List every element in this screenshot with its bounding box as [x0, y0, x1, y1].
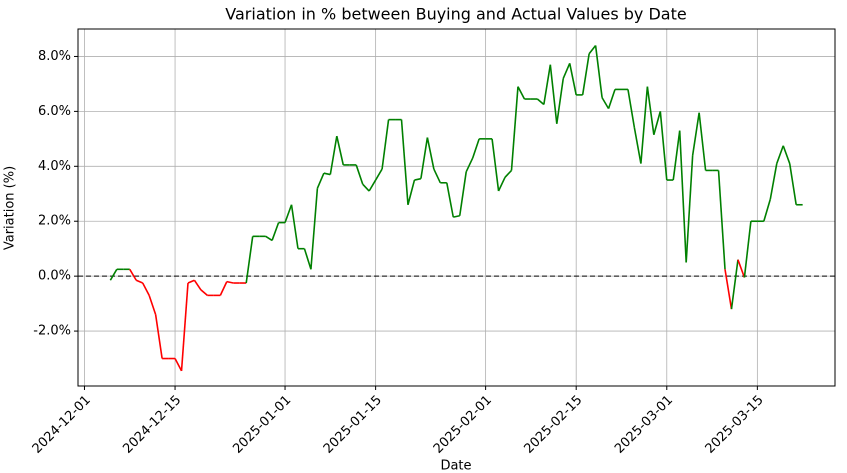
- line-segment: [782, 145, 791, 164]
- line-segment: [284, 204, 293, 223]
- line-segment: [491, 138, 500, 192]
- x-tick-label: 2025-01-01: [230, 393, 294, 457]
- y-tick-label: -2.0%: [33, 324, 71, 339]
- line-segment: [465, 157, 474, 173]
- line-segment: [141, 282, 150, 296]
- y-axis-label: Variation (%): [3, 166, 18, 250]
- line-segment: [446, 182, 455, 218]
- y-tick-label: 8.0%: [38, 49, 71, 64]
- line-segment: [730, 259, 739, 310]
- x-axis-label: Date: [440, 459, 471, 473]
- line-segment: [355, 164, 364, 185]
- line-segment: [640, 86, 649, 164]
- x-tick-label: 2024-12-15: [120, 393, 184, 457]
- line-segment: [743, 221, 752, 278]
- line-segment: [588, 44, 597, 55]
- line-segment: [653, 111, 662, 135]
- line-segment: [678, 130, 687, 263]
- line-segment: [659, 111, 668, 181]
- line-segment: [562, 63, 571, 79]
- line-segment: [180, 282, 189, 371]
- line-segment: [219, 281, 228, 296]
- line-segment: [763, 199, 772, 222]
- line-segment: [497, 176, 506, 192]
- line-segment: [290, 204, 299, 249]
- line-segment: [336, 135, 345, 166]
- line-segment: [381, 119, 390, 170]
- line-segment: [453, 214, 460, 218]
- line-segment: [226, 280, 234, 284]
- line-segment: [329, 135, 338, 175]
- line-segment: [174, 358, 183, 372]
- line-segment: [200, 289, 208, 296]
- x-tick-label: 2025-02-15: [521, 393, 585, 457]
- line-segment: [543, 64, 552, 105]
- x-tick-label: 2024-12-01: [30, 393, 94, 457]
- line-segment: [737, 259, 746, 278]
- x-tick-label: 2025-03-15: [703, 393, 767, 457]
- line-segment: [154, 314, 163, 359]
- line-segment: [316, 172, 325, 189]
- line-segment: [504, 169, 513, 178]
- line-segment: [601, 97, 610, 110]
- line-segment: [109, 268, 118, 281]
- line-segment: [148, 295, 157, 315]
- line-segment: [414, 177, 422, 181]
- line-segment: [581, 53, 590, 96]
- line-segment: [568, 63, 577, 96]
- line-segment: [633, 127, 642, 164]
- line-segment: [549, 64, 558, 124]
- line-segment: [420, 137, 429, 179]
- line-segment: [691, 112, 700, 156]
- x-tick-label: 2025-03-01: [612, 393, 676, 457]
- line-segment: [362, 183, 370, 192]
- line-segment: [187, 279, 195, 284]
- line-segment: [129, 268, 137, 281]
- line-segment: [400, 119, 409, 205]
- y-tick-label: 0.0%: [38, 269, 71, 284]
- line-segment: [607, 89, 616, 109]
- line-segment: [685, 155, 694, 263]
- line-segment: [536, 98, 545, 106]
- chart-title: Variation in % between Buying and Actual…: [225, 5, 686, 24]
- line-segment: [271, 222, 280, 241]
- line-segment: [193, 279, 202, 291]
- line-segment: [265, 235, 273, 242]
- line-segment: [594, 45, 603, 98]
- plot-frame: [77, 28, 836, 387]
- x-tick-label: 2025-01-15: [321, 393, 385, 457]
- line-segment: [426, 137, 435, 170]
- line-segment: [769, 163, 778, 200]
- line-segment: [374, 168, 383, 181]
- line-segment: [555, 78, 565, 124]
- line-segment: [323, 172, 331, 176]
- line-segment: [776, 145, 784, 164]
- line-segment: [627, 89, 636, 128]
- line-segment: [458, 171, 467, 216]
- line-segment: [471, 138, 480, 159]
- line-segment: [698, 112, 707, 171]
- line-segment: [245, 236, 254, 284]
- x-tick-label: 2025-02-01: [431, 393, 495, 457]
- line-segment: [672, 130, 681, 181]
- line-segment: [510, 86, 519, 171]
- line-segment: [433, 168, 442, 184]
- line-segment: [724, 269, 733, 310]
- line-segment: [788, 163, 797, 205]
- line-segment: [310, 188, 319, 270]
- line-segment: [303, 248, 312, 270]
- y-tick-label: 6.0%: [38, 104, 71, 119]
- line-segment: [368, 179, 377, 192]
- line-segment: [135, 279, 144, 284]
- line-segment: [646, 86, 655, 135]
- y-tick-label: 2.0%: [38, 214, 71, 229]
- y-tick-label: 4.0%: [38, 159, 71, 174]
- line-segment: [407, 179, 416, 205]
- line-segment: [717, 170, 726, 270]
- line-segment: [517, 86, 526, 100]
